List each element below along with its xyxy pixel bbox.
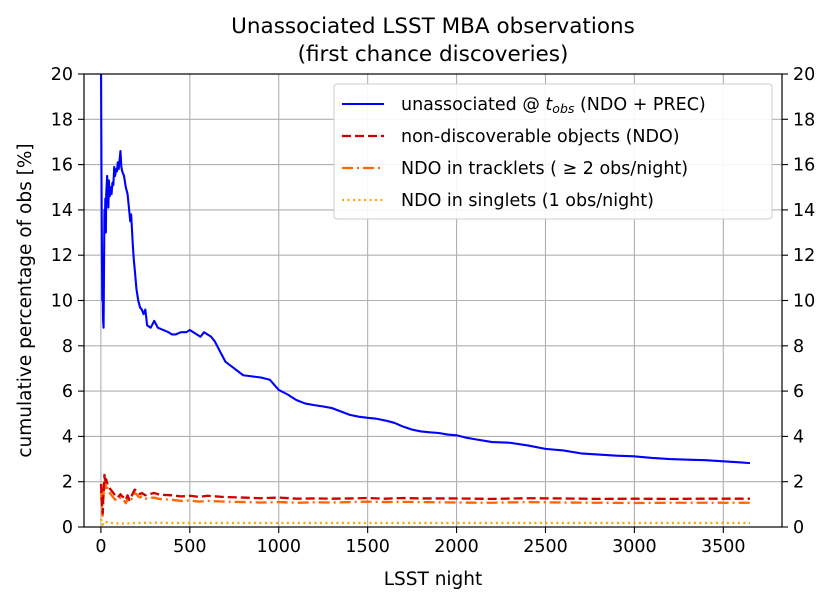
x-tick-label: 1500	[345, 537, 390, 557]
x-tick-label: 2000	[434, 537, 479, 557]
y-tick-label: 20	[51, 65, 73, 85]
series-line-2	[99, 473, 750, 515]
chart-subtitle: (first chance discoveries)	[298, 42, 569, 67]
y-tick-label-right: 0	[793, 518, 804, 538]
x-tick-label: 1000	[256, 537, 301, 557]
legend-label-text: unassociated @	[401, 95, 545, 115]
y-tick-label-right: 2	[793, 473, 804, 493]
series-line-3	[99, 478, 750, 517]
y-tick-label-right: 6	[793, 382, 804, 402]
y-tick-label: 14	[51, 201, 73, 221]
y-tick-label-right: 10	[793, 292, 815, 312]
y-tick-label: 16	[51, 156, 73, 176]
x-tick-label: 0	[95, 537, 106, 557]
series-line-1	[100, 74, 751, 465]
y-tick-label: 2	[62, 473, 73, 493]
x-tick-label: 500	[173, 537, 206, 557]
y-tick-label: 0	[62, 518, 73, 538]
x-tick-label: 2500	[523, 537, 568, 557]
series-line-4	[99, 518, 750, 526]
y-tick-label-right: 12	[793, 246, 815, 266]
legend-label-3: NDO in tracklets ( ≥ 2 obs/night)	[401, 159, 688, 179]
y-tick-label: 12	[51, 246, 73, 266]
y-tick-label: 4	[62, 427, 73, 447]
legend-label-2: non-discoverable objects (NDO)	[401, 127, 680, 147]
axes: 0 500 1000 1500 2000 2500 3000 3500 0 0 2 2 4 4 6 6 8 8 10…	[51, 65, 816, 557]
legend-label-math: t	[545, 95, 553, 115]
y-tick-label-right: 20	[793, 65, 815, 85]
legend-box	[333, 83, 773, 220]
legend: unassociated @ tobs (NDO + PREC) non-disc…	[333, 83, 773, 220]
legend-label-1: unassociated @ tobs (NDO + PREC)	[401, 95, 706, 116]
y-tick-label-right: 16	[793, 156, 815, 176]
y-tick-label-right: 4	[793, 427, 804, 447]
y-tick-label-right: 14	[793, 201, 815, 221]
legend-label-text: (NDO + PREC)	[574, 95, 705, 115]
y-tick-label: 8	[62, 337, 73, 357]
y-tick-label-right: 8	[793, 337, 804, 357]
y-tick-label: 18	[51, 110, 73, 130]
plot-series	[99, 74, 751, 526]
x-tick-label: 3000	[612, 537, 657, 557]
y-tick-label: 10	[51, 292, 73, 312]
legend-label-subscript: obs	[552, 101, 575, 116]
legend-label-4: NDO in singlets (1 obs/night)	[401, 191, 654, 211]
y-tick-label-right: 18	[793, 110, 815, 130]
y-axis-label: cumulative percentage of obs [%]	[15, 143, 36, 457]
x-tick-label: 3500	[701, 537, 746, 557]
y-tick-label: 6	[62, 382, 73, 402]
x-axis-label: LSST night	[384, 569, 483, 590]
chart-title: Unassociated LSST MBA observations	[231, 14, 635, 39]
